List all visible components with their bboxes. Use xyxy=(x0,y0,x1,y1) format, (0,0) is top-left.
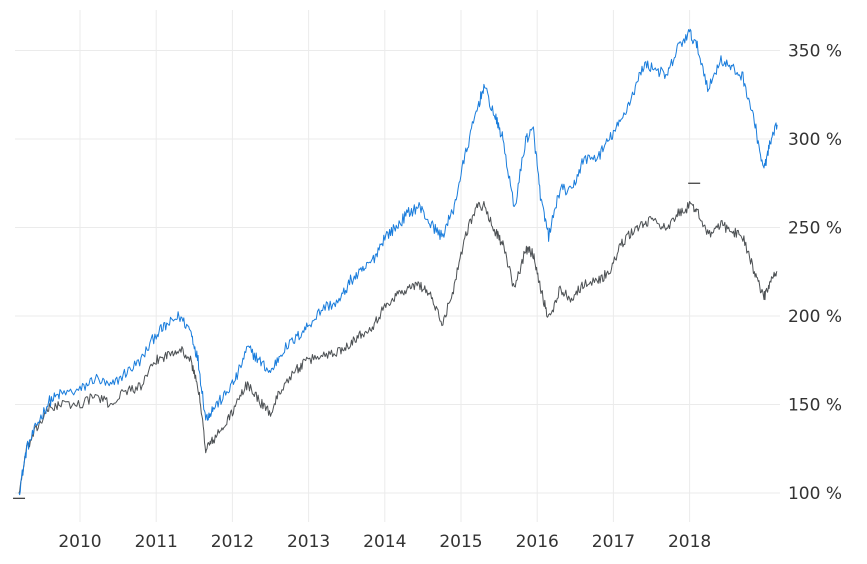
y-tick-label: 150 % xyxy=(788,396,842,416)
series-line-gray xyxy=(18,201,778,494)
y-tick-label: 350 % xyxy=(788,42,842,62)
x-tick-label: 2017 xyxy=(592,532,635,552)
markers xyxy=(13,182,701,499)
x-tick-label: 2010 xyxy=(58,532,101,552)
x-tick-label: 2012 xyxy=(211,532,254,552)
y-axis: 100 % 150 % 200 % 250 % 300 % 350 % xyxy=(788,42,842,505)
plot-area xyxy=(18,28,778,496)
y-tick-label: 250 % xyxy=(788,219,842,239)
series-line-blue xyxy=(18,28,778,496)
x-tick-label: 2011 xyxy=(135,532,178,552)
y-tick-label: 200 % xyxy=(788,307,842,327)
x-tick-label: 2013 xyxy=(287,532,330,552)
x-tick-label: 2015 xyxy=(439,532,482,552)
x-tick-label: 2016 xyxy=(516,532,559,552)
x-tick-label: 2018 xyxy=(668,532,711,552)
y-tick-label: 100 % xyxy=(788,484,842,504)
x-tick-label: 2014 xyxy=(363,532,406,552)
x-axis: 2010 2011 2012 2013 2014 2015 2016 2017 2018 xyxy=(58,532,711,552)
grid xyxy=(15,10,780,522)
y-tick-label: 300 % xyxy=(788,130,842,150)
